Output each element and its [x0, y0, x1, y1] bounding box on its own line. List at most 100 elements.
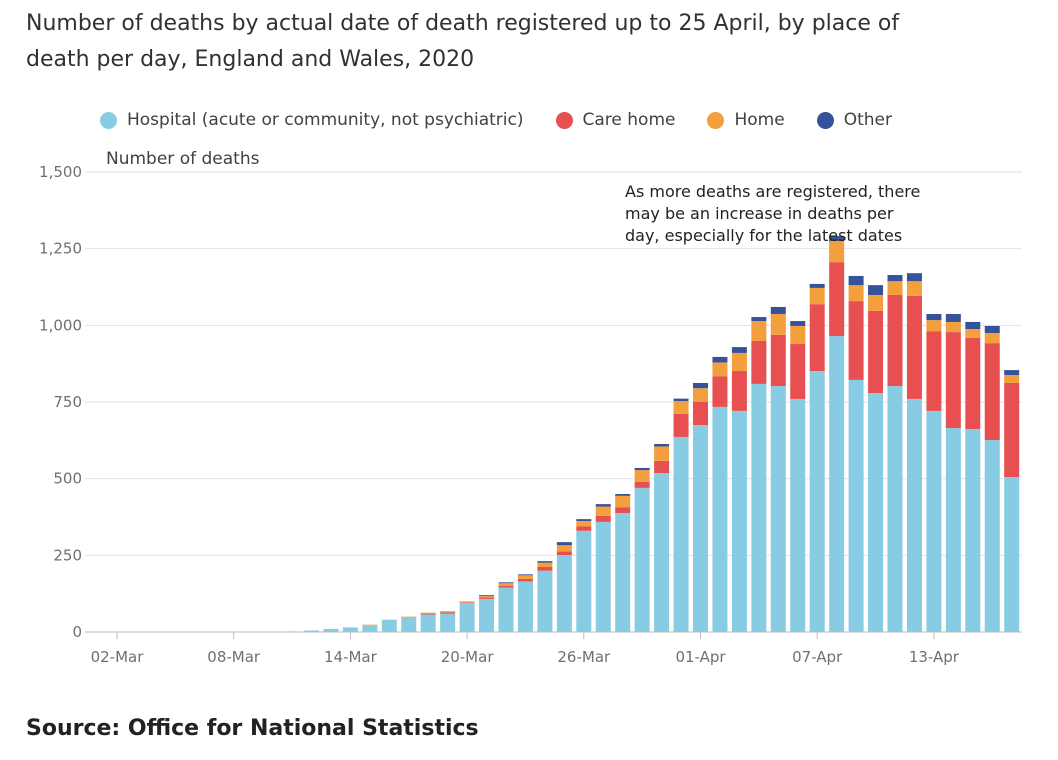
bar-segment	[848, 379, 864, 632]
legend: Hospital (acute or community, not psychi…	[100, 110, 924, 130]
bar-segment	[751, 317, 767, 322]
bar-segment	[517, 574, 533, 576]
bar-segment	[809, 371, 825, 632]
legend-item-hospital[interactable]: Hospital (acute or community, not psychi…	[100, 110, 524, 130]
bar-segment	[498, 585, 514, 588]
y-tick-label: 1,500	[39, 163, 82, 181]
bar-segment	[654, 446, 670, 461]
bar-segment	[712, 356, 728, 363]
bar-segment	[809, 287, 825, 305]
bar-segment	[537, 561, 553, 563]
bar-segment	[615, 494, 631, 496]
bar-segment	[420, 613, 436, 615]
bar-segment	[673, 436, 689, 632]
bar-segment	[479, 595, 495, 597]
y-tick-label: 1,250	[39, 240, 82, 258]
bar-segment	[945, 332, 961, 429]
bar-segment	[770, 313, 786, 335]
bar-segment	[906, 398, 922, 632]
bar-segment	[654, 444, 670, 447]
bar-segment	[440, 612, 456, 614]
bar-segment	[479, 597, 495, 599]
bar-segment	[459, 602, 475, 632]
bar-segment	[440, 613, 456, 632]
bar-segment	[770, 306, 786, 314]
bar-segment	[906, 273, 922, 282]
bar-segment	[712, 362, 728, 377]
legend-label: Care home	[582, 110, 676, 130]
bar-segment	[576, 520, 592, 527]
legend-item-other[interactable]: Other	[816, 110, 892, 130]
legend-swatch-care-home	[555, 111, 573, 129]
bar-segment	[829, 241, 845, 263]
bar-segment	[440, 611, 456, 613]
bar-segment	[751, 383, 767, 632]
bar-segment	[323, 628, 339, 632]
x-tick-label: 20-Mar	[441, 648, 495, 666]
bar-segment	[362, 625, 378, 632]
bar-segment	[1004, 370, 1020, 376]
bar-segment	[654, 460, 670, 474]
bar-segment	[926, 331, 942, 411]
bar-segment	[945, 321, 961, 333]
bar-segment	[770, 386, 786, 632]
bar-segment	[751, 321, 767, 341]
bar-segment	[634, 470, 650, 482]
y-tick-label: 500	[53, 470, 82, 488]
bar-segment	[829, 262, 845, 337]
bar-segment	[576, 519, 592, 521]
bar-segment	[556, 545, 572, 552]
bar-segment	[595, 504, 611, 507]
x-tick-label: 07-Apr	[792, 648, 843, 666]
bar-segment	[829, 236, 845, 241]
x-tick-label: 01-Apr	[675, 648, 726, 666]
bar-segment	[576, 530, 592, 632]
bar-segment	[848, 285, 864, 302]
x-tick-label: 26-Mar	[557, 648, 611, 666]
bar-segment	[965, 321, 981, 330]
bar-segment	[731, 371, 747, 411]
bar-segment	[731, 352, 747, 372]
bar-segment	[790, 325, 806, 345]
bar-segment	[498, 582, 514, 584]
bar-segment	[887, 294, 903, 387]
bar-segment	[868, 294, 884, 311]
y-axis-label: Number of deaths	[106, 149, 260, 169]
bar-segment	[654, 473, 670, 632]
bar-segment	[868, 310, 884, 394]
chart-title: Number of deaths by actual date of death…	[26, 11, 900, 72]
bar-segment	[556, 555, 572, 632]
bar-segment	[673, 413, 689, 437]
y-tick-label: 0	[72, 623, 82, 641]
bar-segment	[381, 619, 397, 632]
bar-segment	[926, 313, 942, 321]
bar-segment	[693, 382, 708, 389]
bar-segment	[731, 347, 747, 353]
bar-segment	[848, 301, 864, 380]
legend-swatch-home	[707, 111, 725, 129]
legend-item-care-home[interactable]: Care home	[555, 110, 676, 130]
bar-segment	[615, 513, 631, 632]
bar-segment	[887, 281, 903, 295]
bar-segment	[401, 617, 417, 632]
x-tick-label: 08-Mar	[207, 648, 261, 666]
bar-segment	[712, 376, 728, 407]
bar-segment	[693, 388, 708, 402]
bar-segment	[868, 285, 884, 295]
bar-segment	[731, 410, 747, 632]
legend-item-home[interactable]: Home	[707, 110, 785, 130]
bar-segment	[673, 401, 689, 414]
legend-label: Other	[843, 110, 892, 130]
bar-segment	[556, 551, 572, 556]
bar-segment	[906, 295, 922, 399]
bar-segment	[401, 616, 417, 618]
bar-segment	[498, 583, 514, 586]
bar-segment	[595, 521, 611, 632]
bar-segment	[284, 631, 300, 632]
y-tick-label: 1,000	[39, 316, 82, 334]
bar-segment	[965, 329, 981, 338]
bar-segment	[1004, 375, 1020, 383]
bar-segment	[595, 506, 611, 516]
bar-segment	[479, 598, 495, 632]
x-tick-label: 02-Mar	[91, 648, 145, 666]
